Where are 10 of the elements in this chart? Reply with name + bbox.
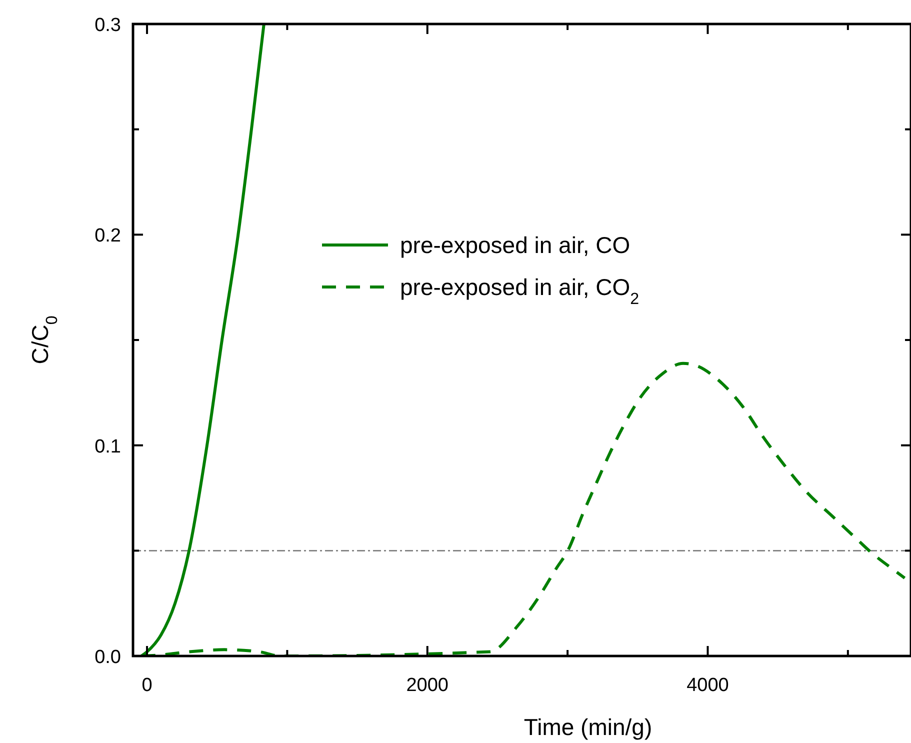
y-tick-label: 0.0 bbox=[94, 647, 121, 668]
x-tick-label: 4000 bbox=[686, 675, 729, 696]
x-tick-label: 2000 bbox=[406, 675, 449, 696]
legend-label: pre-exposed in air, CO bbox=[400, 232, 630, 258]
y-tick-label: 0.1 bbox=[94, 436, 121, 458]
x-axis-title: Time (min/g) bbox=[524, 714, 652, 740]
y-tick-label: 0.2 bbox=[94, 226, 121, 247]
legend-label: pre-exposed in air, CO$_{2}$ bbox=[400, 274, 640, 308]
y-tick-label: 0.3 bbox=[94, 15, 121, 36]
x-tick-label: 0 bbox=[142, 675, 152, 696]
